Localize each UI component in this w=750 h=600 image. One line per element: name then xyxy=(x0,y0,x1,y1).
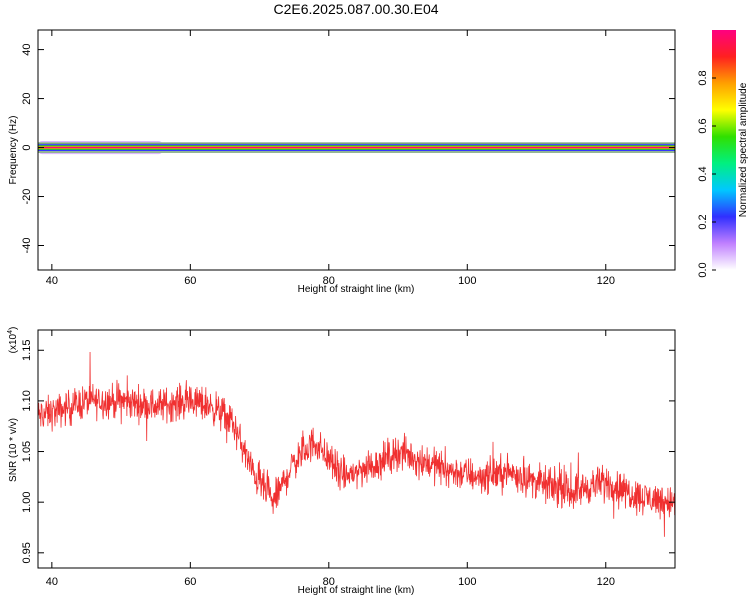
colorbar-tick-label: 0.6 xyxy=(697,118,709,133)
snr-multiplier-base: (x10 xyxy=(8,333,19,353)
snr-frame xyxy=(37,329,676,569)
x-tick-label: 60 xyxy=(184,576,196,588)
colorbar-tick-label: 0.8 xyxy=(697,70,709,85)
y-tick-label: 20 xyxy=(21,92,33,104)
spectrogram-y-ticks: -40 -20 0 20 40 xyxy=(21,43,675,253)
colorbar-tick-label: 0.2 xyxy=(697,214,709,229)
snr-multiplier-suffix: ) xyxy=(8,327,19,330)
colorbar-tick-label: 0.4 xyxy=(697,166,709,181)
colorbar: 0.0 0.2 0.4 0.6 0.8 Normalized spectral ampl… xyxy=(697,30,749,278)
x-tick-label: 80 xyxy=(323,275,335,287)
band-level xyxy=(38,146,675,149)
y-tick-label: 1.10 xyxy=(21,390,33,411)
y-tick-label: 1.15 xyxy=(21,340,33,361)
y-tick-label: -20 xyxy=(21,189,33,205)
spectrogram-x-ticks: 40 60 80 100 120 xyxy=(46,30,615,287)
spectrogram-panel: 40 60 80 100 120 -40 -20 0 20 40 Height of strai… xyxy=(8,29,676,295)
spectrogram-x-label: Height of straight line (km) xyxy=(298,284,415,295)
x-tick-label: 100 xyxy=(458,275,476,287)
figure-title: C2E6.2025.087.00.30.E04 xyxy=(273,1,438,17)
colorbar-label: Normalized spectral amplitude xyxy=(738,82,749,217)
snr-panel: 40 60 80 100 120 0.95 1.00 1.05 1.10 1.15 Height… xyxy=(7,327,676,596)
snr-series-line xyxy=(38,352,675,537)
snr-x-ticks: 40 60 80 100 120 xyxy=(46,330,615,588)
x-tick-label: 120 xyxy=(597,275,615,287)
y-tick-label: 0.95 xyxy=(21,542,33,563)
snr-multiplier-exp: 4 xyxy=(7,330,14,334)
colorbar-ticks: 0.0 0.2 0.4 0.6 0.8 xyxy=(697,70,716,278)
x-tick-label: 80 xyxy=(323,576,335,588)
x-tick-label: 40 xyxy=(46,275,58,287)
y-tick-label: 1.05 xyxy=(21,441,33,462)
snr-multiplier: (x104) xyxy=(7,327,19,354)
y-tick-label: 40 xyxy=(21,43,33,55)
spectrogram-frame xyxy=(37,29,676,271)
y-tick-label: -40 xyxy=(21,238,33,254)
x-tick-label: 100 xyxy=(458,576,476,588)
snr-y-ticks: 0.95 1.00 1.05 1.10 1.15 xyxy=(21,340,675,564)
x-tick-label: 60 xyxy=(184,275,196,287)
spectrogram-y-label: Frequency (Hz) xyxy=(8,116,19,185)
snr-y-label: SNR (10 * v/v) xyxy=(8,418,19,482)
frequency-band xyxy=(38,138,675,157)
snr-x-label: Height of straight line (km) xyxy=(298,585,415,596)
x-tick-label: 120 xyxy=(597,576,615,588)
x-tick-label: 40 xyxy=(46,576,58,588)
colorbar-gradient xyxy=(712,30,736,270)
y-tick-label: 0 xyxy=(21,144,33,150)
colorbar-tick-label: 0.0 xyxy=(697,262,709,277)
y-tick-label: 1.00 xyxy=(21,491,33,512)
